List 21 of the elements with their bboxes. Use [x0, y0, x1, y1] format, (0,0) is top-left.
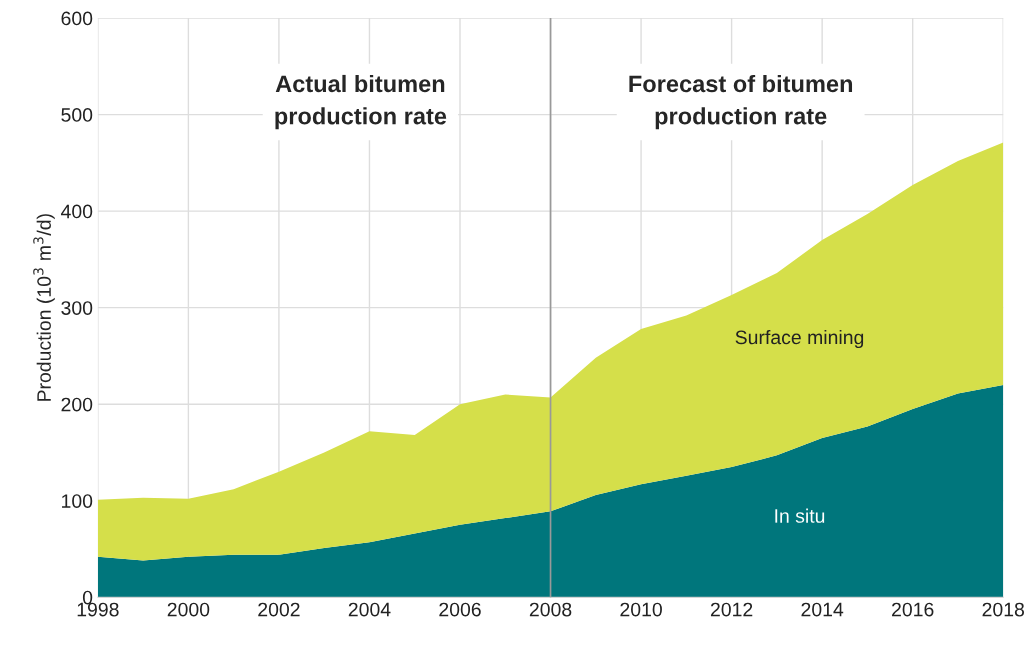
y-tick-label: 500: [61, 108, 93, 122]
y-tick-label: 400: [61, 204, 93, 219]
x-tick-label: 2006: [439, 602, 481, 617]
x-tick-label: 2000: [167, 602, 210, 617]
x-tick-label: 2004: [348, 602, 391, 617]
y-tick-label: 100: [62, 494, 93, 508]
annotation: Forecast of bitumen production rate: [629, 74, 853, 130]
y-tick-label: 300: [61, 301, 93, 315]
x-tick-label: 2014: [801, 602, 844, 617]
series-label: Surface mining: [735, 329, 864, 349]
y-tick-label: 600: [61, 11, 93, 26]
x-tick-label: 2010: [620, 602, 662, 617]
y-axis-title: Production (10$^{3}$ m$^{3}$/d): [33, 214, 55, 401]
x-tick-label: 2008: [529, 602, 572, 617]
annotation: Actual bitumen production rate: [275, 74, 447, 130]
x-tick-label: 2012: [710, 602, 753, 617]
x-tick-label: 2016: [892, 602, 934, 617]
y-tick-label: 200: [61, 397, 93, 412]
x-tick-label: 2018: [982, 602, 1024, 617]
series-label: In situ: [775, 508, 825, 523]
x-tick-label: 2002: [258, 602, 300, 617]
